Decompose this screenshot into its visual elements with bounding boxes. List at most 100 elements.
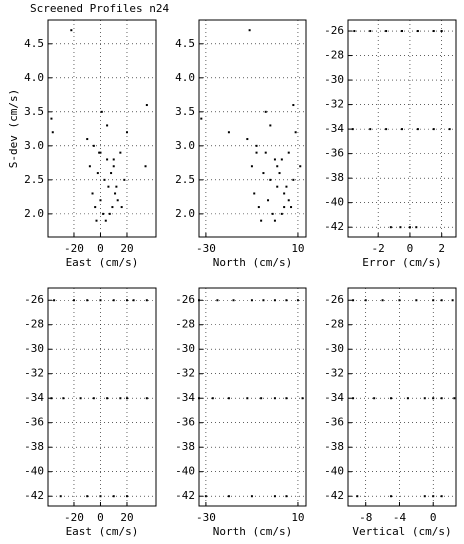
y-tick-label: 3.0: [175, 139, 195, 152]
point: [283, 192, 286, 195]
point: [273, 397, 276, 400]
x-axis-label: East (cm/s): [66, 256, 139, 269]
y-tick-label: -26: [324, 24, 344, 37]
point: [406, 397, 409, 400]
point: [50, 397, 53, 400]
point: [119, 397, 122, 400]
point: [96, 172, 99, 175]
point: [92, 144, 95, 147]
point: [120, 206, 123, 209]
y-tick-label: -32: [175, 367, 195, 380]
point: [262, 299, 265, 302]
point: [260, 397, 263, 400]
y-tick-label: -28: [175, 318, 195, 331]
point: [294, 131, 297, 134]
point: [260, 219, 263, 222]
point: [276, 185, 279, 188]
point: [451, 299, 454, 302]
point: [373, 397, 376, 400]
x-tick-label: -20: [64, 511, 84, 524]
point: [273, 219, 276, 222]
point: [353, 30, 356, 33]
point: [53, 299, 56, 302]
point: [390, 495, 393, 498]
y-axis-label: S-dev (cm/s): [7, 89, 20, 168]
plot-frame: [347, 287, 457, 507]
point: [98, 151, 101, 154]
point: [287, 151, 290, 154]
y-tick-label: -36: [175, 416, 195, 429]
y-tick-label: -34: [324, 391, 344, 404]
point: [246, 397, 249, 400]
point: [232, 299, 235, 302]
figure-title: Screened Profiles n24: [30, 2, 169, 15]
point: [112, 299, 115, 302]
point: [381, 299, 384, 302]
point: [111, 206, 114, 209]
point: [100, 110, 103, 113]
point: [106, 397, 109, 400]
plot-frame: [347, 19, 457, 238]
y-tick-label: 2.5: [24, 173, 44, 186]
x-tick-label: -20: [64, 242, 84, 255]
point: [227, 131, 230, 134]
y-tick-label: -32: [324, 367, 344, 380]
y-tick-label: -28: [324, 318, 344, 331]
point: [401, 30, 403, 33]
point: [250, 165, 253, 168]
point: [204, 495, 207, 498]
x-tick-label: -8: [359, 511, 372, 524]
point: [99, 299, 102, 302]
y-tick-label: -32: [324, 98, 344, 111]
point: [440, 397, 443, 400]
point: [99, 495, 102, 498]
point: [211, 397, 214, 400]
point: [106, 158, 109, 161]
point: [369, 128, 372, 131]
y-tick-label: -30: [324, 73, 344, 86]
y-tick-label: -30: [324, 342, 344, 355]
point: [123, 178, 126, 181]
point: [91, 192, 94, 195]
point: [86, 138, 89, 141]
x-tick-label: 10: [291, 511, 304, 524]
y-tick-label: -30: [24, 342, 44, 355]
y-tick-label: -26: [175, 293, 195, 306]
point: [144, 165, 147, 168]
point: [94, 206, 97, 209]
point: [283, 206, 286, 209]
point: [271, 212, 274, 215]
point: [246, 138, 249, 141]
point: [125, 131, 128, 134]
point: [112, 495, 115, 498]
point: [50, 117, 53, 120]
plot-frame: [198, 19, 307, 238]
y-tick-label: 2.5: [175, 173, 195, 186]
point: [280, 212, 283, 215]
point: [107, 185, 110, 188]
point: [352, 299, 355, 302]
y-tick-label: -36: [324, 416, 344, 429]
y-tick-label: -34: [175, 391, 195, 404]
point: [448, 128, 451, 131]
point: [292, 104, 295, 107]
point: [267, 199, 270, 202]
point: [423, 397, 426, 400]
y-tick-label: -40: [175, 465, 195, 478]
point: [92, 397, 95, 400]
y-tick-label: -26: [324, 293, 344, 306]
point: [269, 124, 272, 127]
point: [399, 226, 402, 229]
point: [401, 128, 403, 131]
point: [351, 128, 354, 131]
point: [415, 299, 418, 302]
point: [285, 495, 288, 498]
point: [440, 495, 443, 498]
point: [119, 151, 122, 154]
point: [285, 299, 288, 302]
y-tick-label: 3.5: [24, 105, 44, 118]
x-tick-label: -30: [196, 242, 216, 255]
point: [70, 29, 73, 32]
x-tick-label: 0: [97, 242, 104, 255]
plot-frame: [47, 19, 157, 238]
